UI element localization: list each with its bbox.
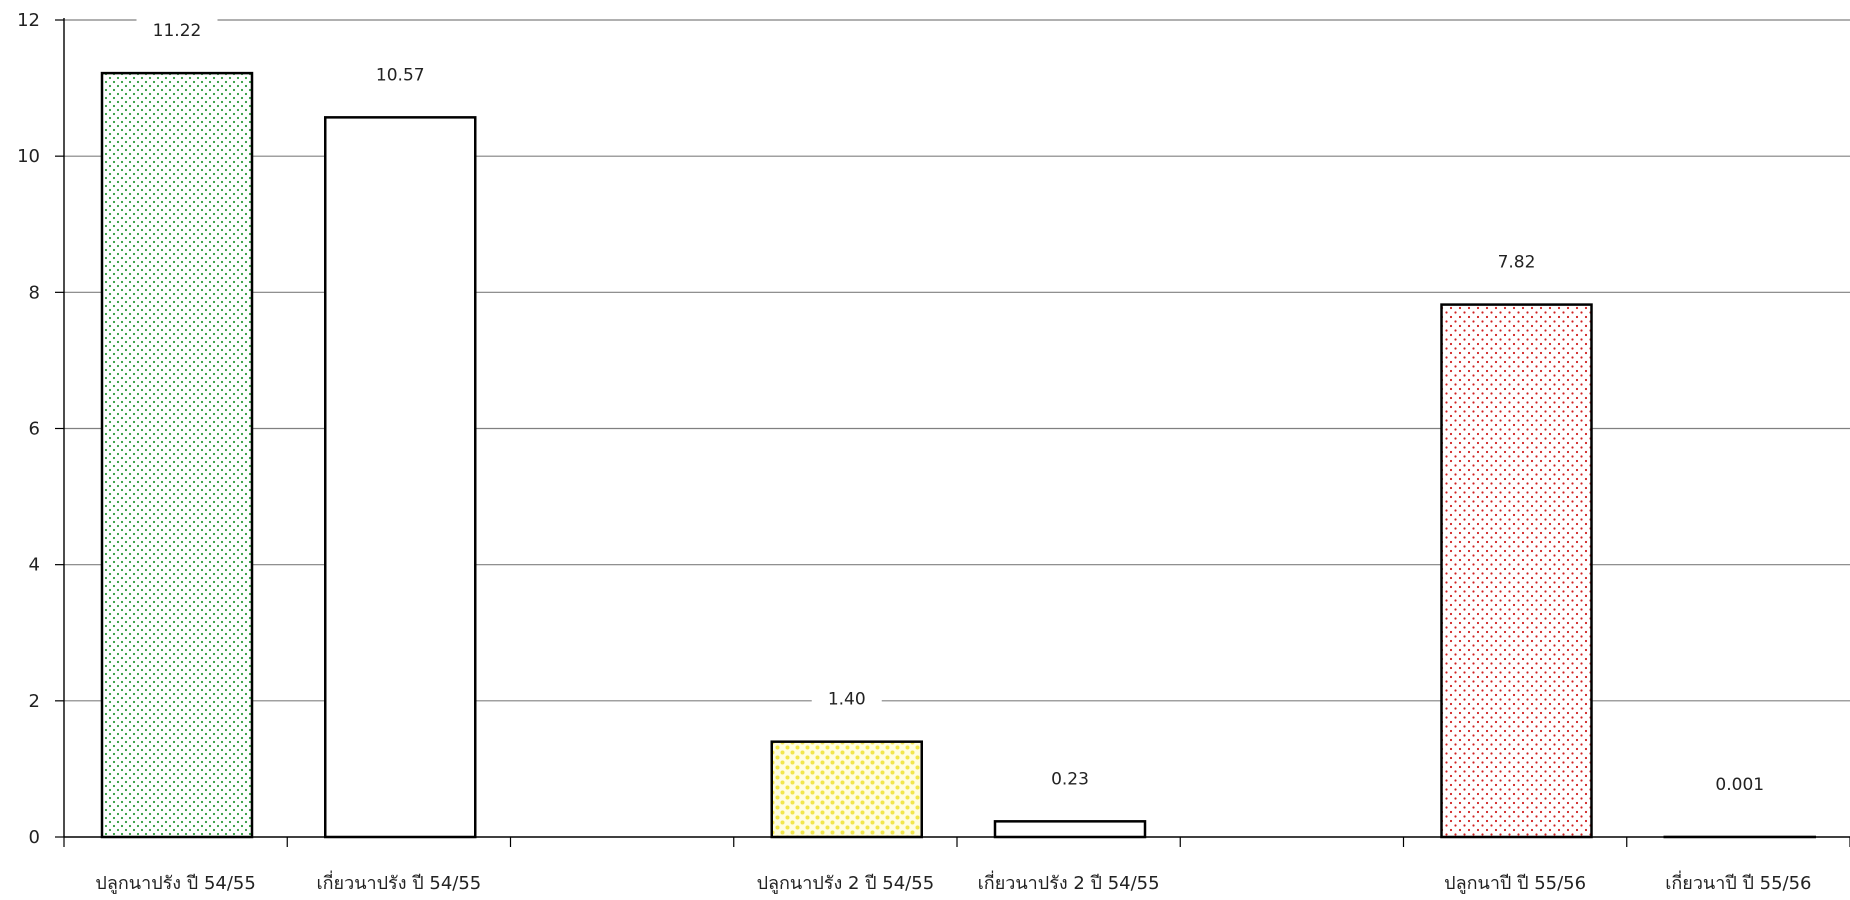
data-label-bg	[136, 17, 218, 44]
data-labels: 11.22 10.57 1.40 0.23 7.82 0.001	[136, 17, 1781, 797]
data-label: 11.22	[153, 21, 202, 41]
bar	[100, 71, 254, 839]
data-label-bg	[1699, 771, 1781, 797]
category-label: ปลูกนาปี ปี 55/56	[1444, 873, 1586, 894]
bars	[100, 71, 1816, 839]
data-label-bg	[1481, 248, 1552, 275]
y-tick-label: 6	[29, 419, 40, 440]
category-label: ปลูกนาปรัง ปี 54/55	[95, 873, 255, 894]
bar	[993, 820, 1147, 839]
bar	[770, 740, 923, 839]
y-tick-label: 4	[29, 555, 40, 576]
bar	[1440, 303, 1593, 839]
bar	[324, 116, 477, 839]
y-tick-label: 0	[29, 827, 40, 848]
data-label: 10.57	[376, 65, 425, 85]
data-label: 0.001	[1715, 775, 1764, 795]
data-label: 7.82	[1498, 253, 1536, 273]
data-label: 0.23	[1051, 769, 1089, 789]
axes: 0 2 4 6 8 10 12	[17, 10, 1850, 848]
data-label-bg	[811, 685, 882, 712]
data-label: 1.40	[828, 690, 866, 710]
y-tick-label: 2	[29, 691, 40, 712]
y-tick-label: 10	[17, 146, 40, 167]
y-tick-label: 8	[29, 282, 40, 303]
category-label: เกี่ยวนาปี ปี 55/56	[1665, 870, 1811, 894]
category-labels: ปลูกนาปรัง ปี 54/55 เกี่ยวนาปรัง ปี 54/55…	[95, 870, 1811, 894]
y-tick-label: 12	[17, 10, 40, 31]
category-label: ปลูกนาปรัง 2 ปี 54/55	[757, 873, 935, 894]
category-label: เกี่ยวนาปรัง ปี 54/55	[317, 870, 482, 894]
category-label: เกี่ยวนาปรัง 2 ปี 54/55	[978, 870, 1160, 894]
data-label-bg	[1035, 765, 1105, 792]
data-label-bg	[359, 61, 441, 88]
